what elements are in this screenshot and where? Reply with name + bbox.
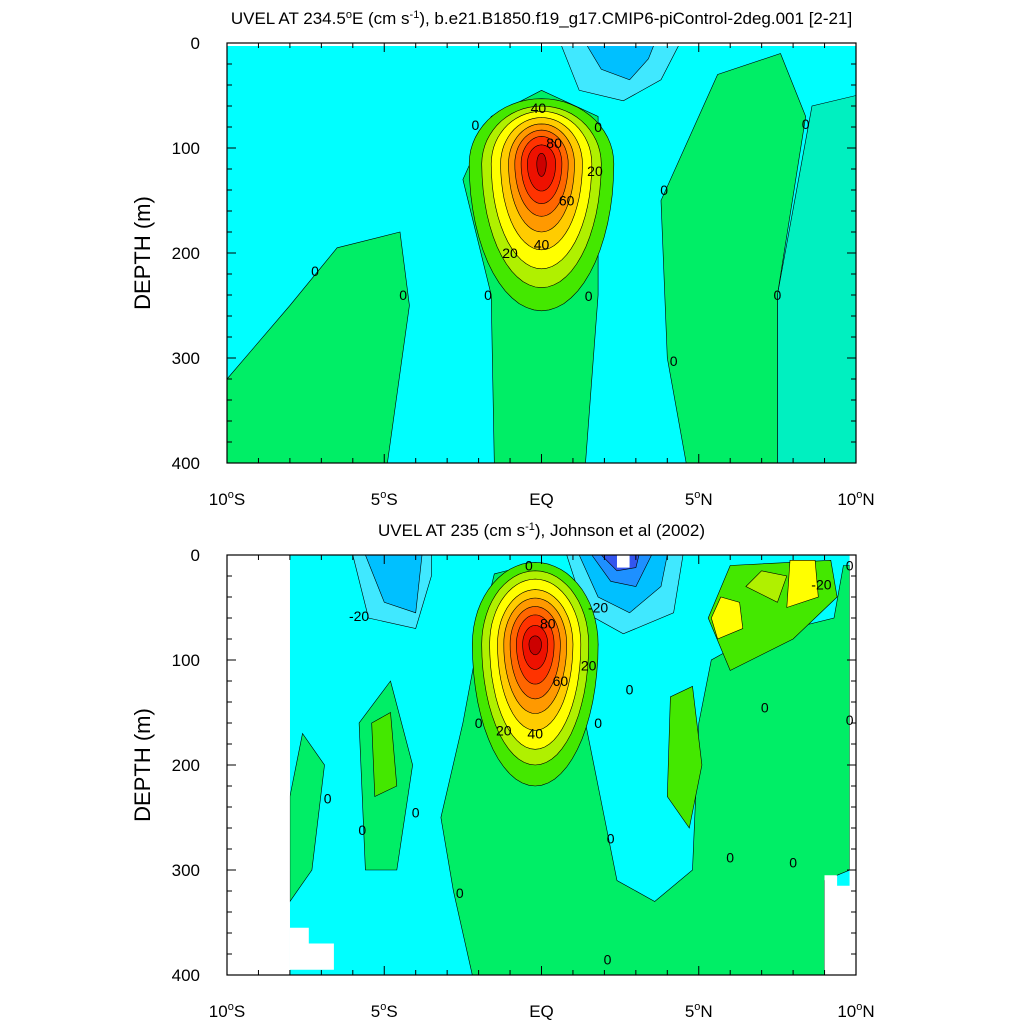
missing-data — [824, 875, 856, 975]
contour-label: 20 — [502, 245, 518, 261]
contour-band — [585, 43, 656, 81]
x-tick-label: EQ — [529, 1002, 554, 1021]
y-tick-label: 400 — [172, 966, 200, 985]
contour-label: 80 — [540, 615, 556, 631]
contour-label: 0 — [594, 715, 602, 731]
contour-band — [786, 560, 819, 608]
y-tick-label: 200 — [172, 244, 200, 263]
y-tick-label: 0 — [191, 34, 200, 53]
y-tick-label: 300 — [172, 861, 200, 880]
contour-label: 20 — [496, 722, 512, 738]
y-tick-label: 0 — [191, 546, 200, 565]
contour-label: 0 — [358, 822, 366, 838]
contour-label: 0 — [789, 855, 797, 871]
contour-label: 80 — [546, 135, 562, 151]
x-tick-label: 10oS — [209, 489, 245, 509]
contour-label: 0 — [585, 288, 593, 304]
y-axis-label: DEPTH (m) — [130, 196, 155, 310]
contour-label: 60 — [553, 673, 569, 689]
y-tick-label: 100 — [172, 651, 200, 670]
contour-label: 0 — [773, 287, 781, 303]
contour-label: -20 — [588, 600, 608, 616]
contour-label: 0 — [670, 353, 678, 369]
missing-data — [289, 927, 334, 970]
x-tick-label: 5oN — [685, 1001, 713, 1021]
contour-band — [666, 685, 703, 829]
x-tick-label: 5oS — [371, 489, 398, 509]
x-tick-label: 10oS — [209, 1001, 245, 1021]
x-tick-label: 10oN — [837, 1001, 874, 1021]
contour-label: 0 — [660, 182, 668, 198]
missing-data — [227, 555, 290, 975]
contour-band — [710, 596, 744, 640]
contour-band — [227, 231, 410, 463]
y-axis-label: DEPTH (m) — [130, 708, 155, 822]
contour-label: 0 — [726, 849, 734, 865]
x-tick-label: 5oN — [685, 489, 713, 509]
contour-label: 0 — [472, 117, 480, 133]
contour-label: 0 — [399, 287, 407, 303]
contour-label: 0 — [846, 712, 854, 728]
contour-label: 0 — [604, 951, 612, 967]
contour-label: 40 — [531, 100, 547, 116]
contour-label: 40 — [527, 726, 543, 742]
contour-label: 0 — [311, 263, 319, 279]
contour-label: -20 — [811, 576, 831, 592]
y-tick-label: 300 — [172, 349, 200, 368]
contour-band — [365, 555, 423, 614]
contour-label: 0 — [475, 715, 483, 731]
contour-label: 0 — [846, 558, 854, 574]
jet-contour-band — [528, 635, 542, 656]
missing-data — [616, 555, 630, 568]
y-tick-label: 100 — [172, 139, 200, 158]
contour-label: 0 — [525, 558, 533, 574]
contour-label: 20 — [581, 657, 597, 673]
contour-label: 40 — [534, 237, 550, 253]
contour-label: 60 — [559, 193, 575, 209]
contour-label: 0 — [324, 791, 332, 807]
contour-label: 0 — [761, 699, 769, 715]
x-tick-label: 10oN — [837, 489, 874, 509]
chart-title: UVEL AT 235 (cm s-1), Johnson et al (200… — [378, 521, 705, 540]
contour-label: 0 — [626, 681, 634, 697]
jet-contour-band — [536, 153, 547, 177]
x-tick-label: 5oS — [371, 1001, 398, 1021]
contour-label: 0 — [802, 116, 810, 132]
contour-label: 20 — [587, 163, 603, 179]
contour-band — [371, 712, 398, 797]
contour-band — [660, 53, 807, 463]
contour-label: 0 — [412, 804, 420, 820]
contour-band — [745, 570, 788, 603]
contour-label: 0 — [484, 287, 492, 303]
contour-label: 0 — [594, 119, 602, 135]
y-tick-label: 200 — [172, 756, 200, 775]
contour-field — [227, 43, 856, 463]
contour-field — [227, 555, 856, 975]
contour-label: 0 — [607, 831, 615, 847]
x-tick-label: EQ — [529, 490, 554, 509]
contour-label: 0 — [456, 885, 464, 901]
contour-label: -20 — [349, 608, 369, 624]
chart-title: UVEL AT 234.5oE (cm s-1), b.e21.B1850.f1… — [231, 9, 852, 28]
y-tick-label: 400 — [172, 454, 200, 473]
